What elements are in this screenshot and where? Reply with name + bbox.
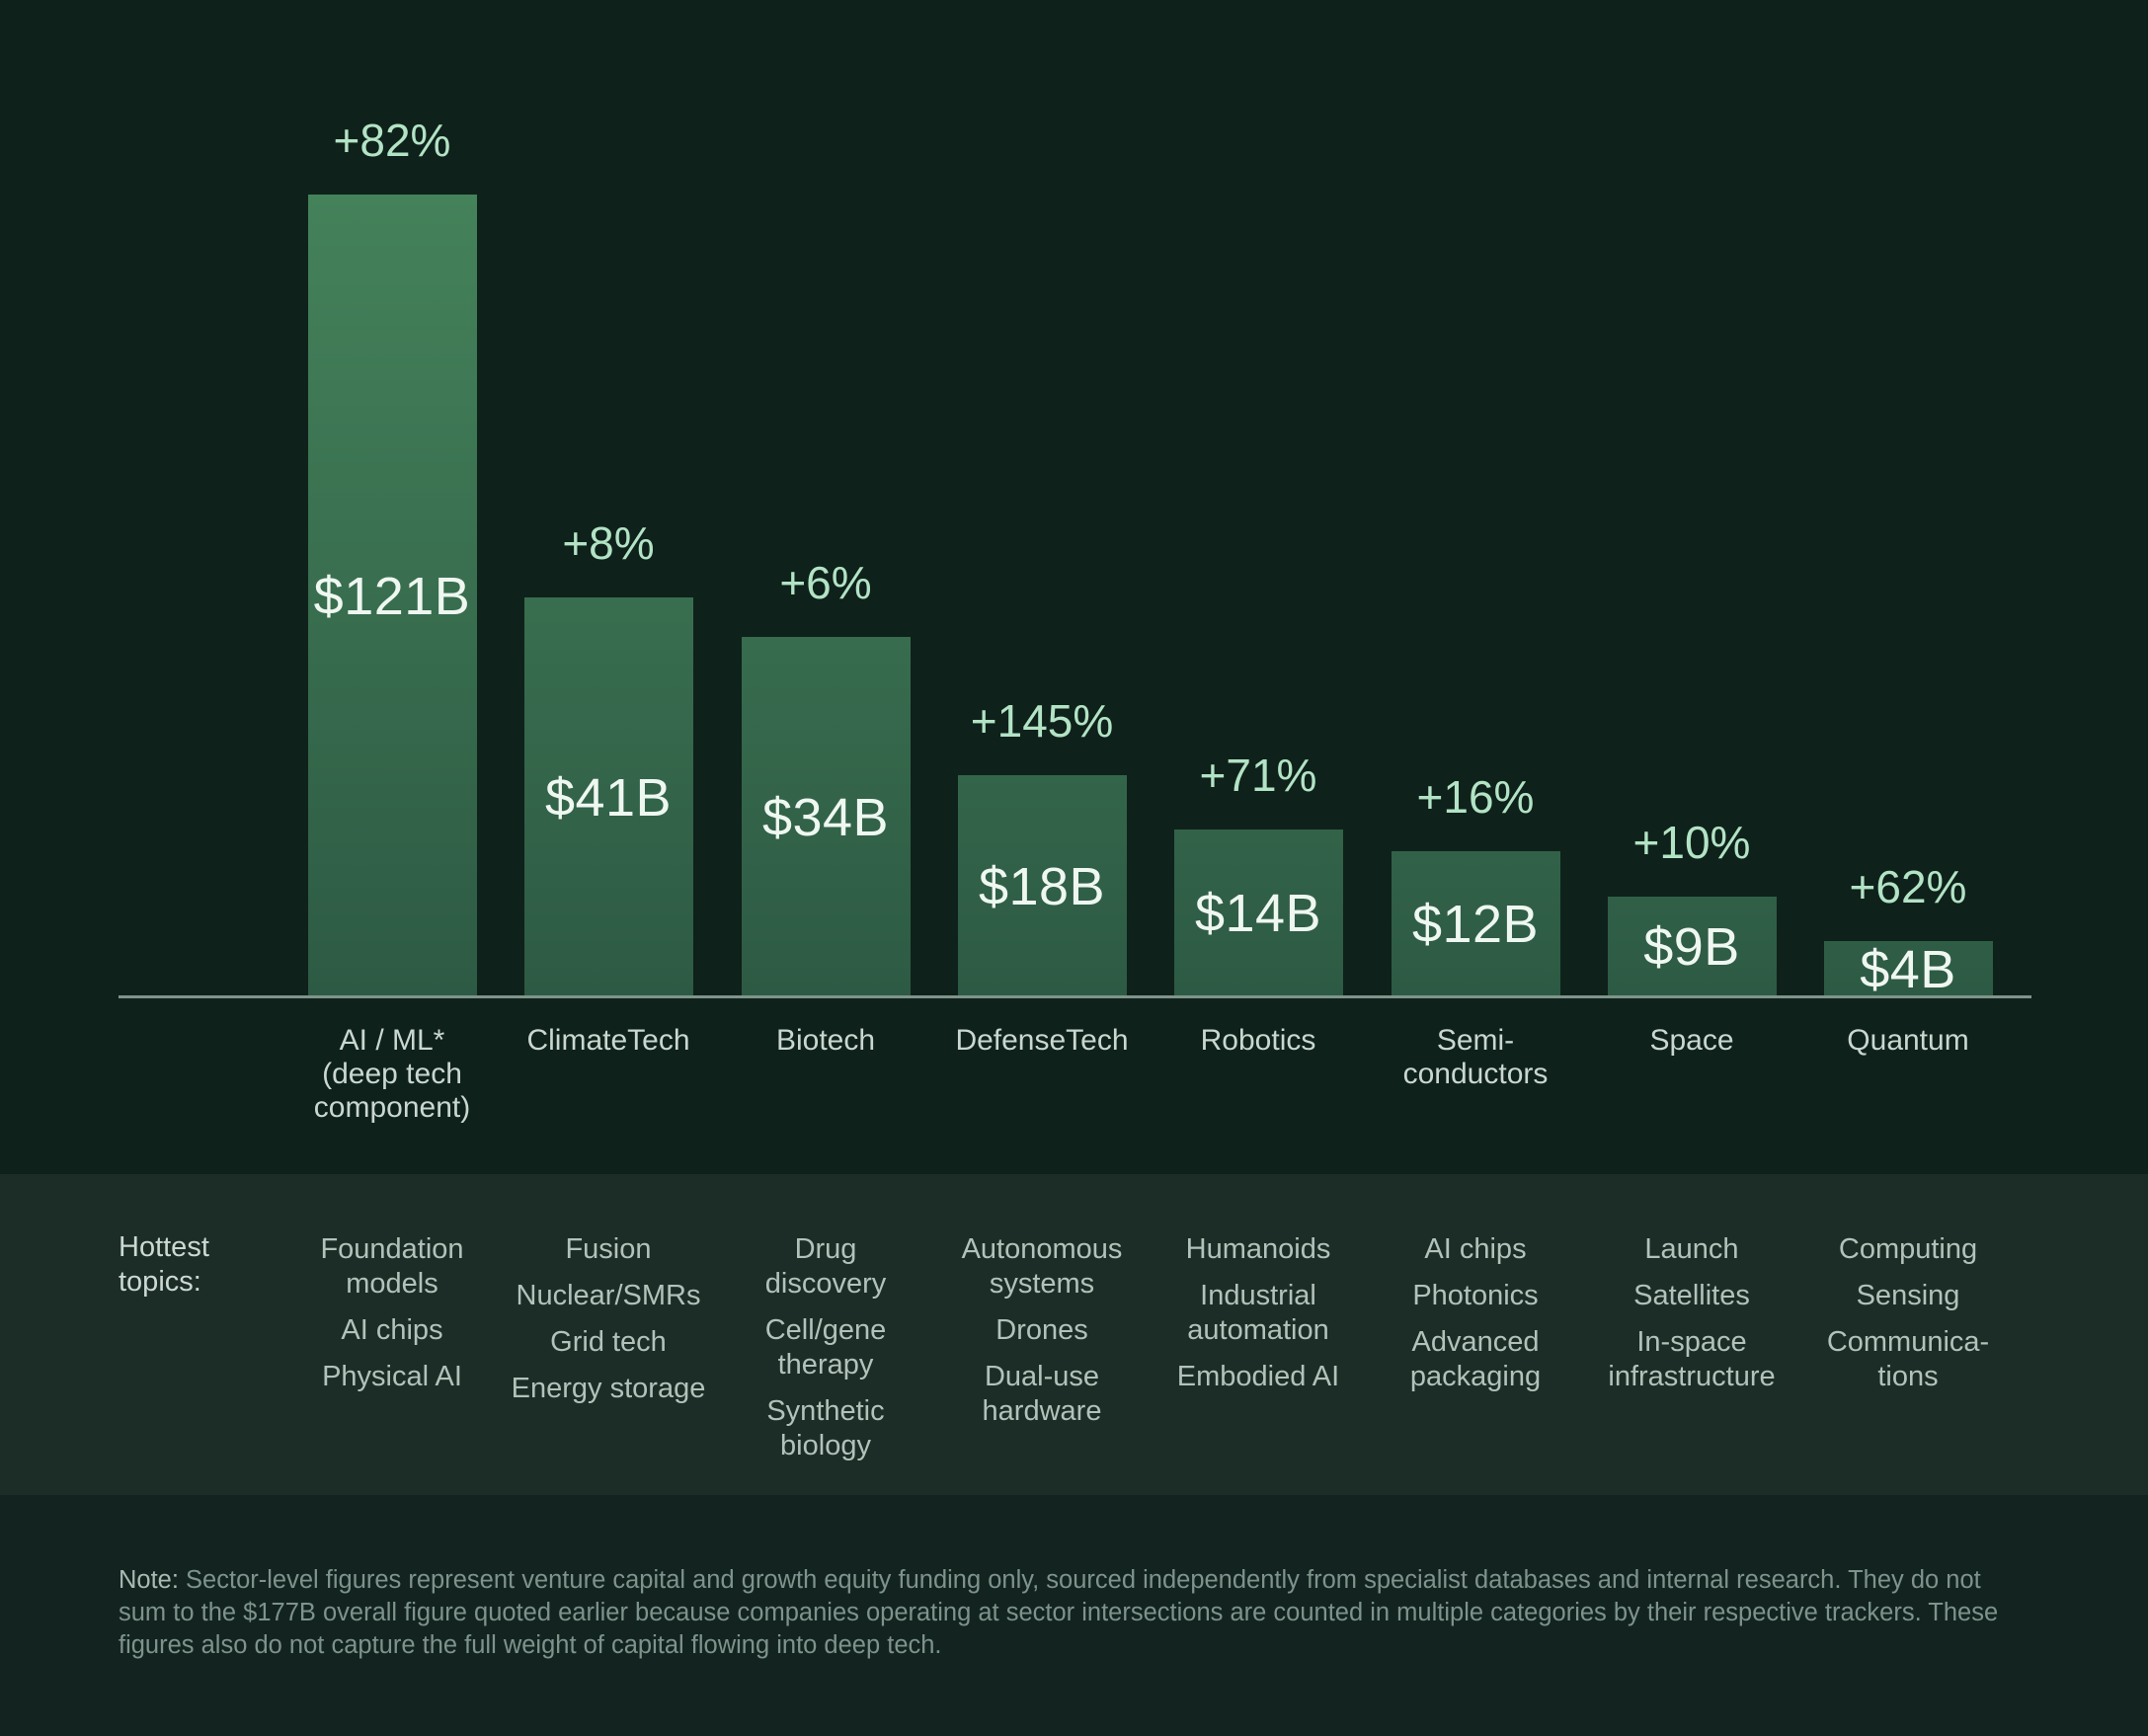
note-band (0, 1495, 2148, 1736)
growth-label: +145% (970, 695, 1114, 747)
topic-item: Sensing (1856, 1280, 1960, 1311)
category-label: Biotech (775, 1024, 876, 1057)
topic-item: Fusion (565, 1233, 652, 1265)
bar: $18B (957, 775, 1127, 997)
topic-item: Photonics (1412, 1280, 1539, 1311)
hottest-topics-band (0, 1174, 2148, 1495)
bar-value-label: $12B (1411, 895, 1540, 954)
bar: $34B (741, 637, 911, 997)
topic-item: Humanoids (1185, 1233, 1331, 1265)
topics-column: Humanoids Industrial automation Embodied A… (1145, 1232, 1372, 1406)
x-axis-baseline (119, 995, 2031, 998)
topic-item: Drug discovery (764, 1233, 887, 1300)
footnote-prefix: Note: (119, 1565, 179, 1594)
bar-value-label: $34B (761, 787, 890, 847)
topics-column: Fusion Nuclear/SMRs Grid tech Energy storag… (495, 1232, 722, 1418)
topic-item: Synthetic biology (766, 1395, 885, 1461)
growth-label: +16% (1416, 771, 1535, 823)
bar: $14B (1173, 829, 1343, 997)
topic-item: Physical AI (322, 1361, 462, 1392)
topics-column: Foundation models AI chips Physical AI (278, 1232, 506, 1406)
growth-label: +71% (1199, 750, 1317, 801)
topic-item: Dual-use hardware (982, 1361, 1102, 1427)
topics-column: Launch Satellites In-space infrastructure (1578, 1232, 1805, 1406)
topic-item: Launch (1644, 1233, 1739, 1265)
topic-item: AI chips (1424, 1233, 1527, 1265)
topic-item: Energy storage (511, 1373, 706, 1404)
topic-item: Communica- tions (1826, 1326, 1990, 1392)
topic-item: Advanced packaging (1409, 1326, 1542, 1392)
bar-value-label: $121B (313, 566, 471, 626)
bar-value-label: $9B (1643, 917, 1740, 977)
hottest-topics-heading: Hottest topics: (119, 1231, 209, 1298)
bar: $9B (1607, 897, 1777, 997)
topic-item: AI chips (341, 1314, 443, 1346)
topic-item: Embodied AI (1176, 1361, 1340, 1392)
topic-item: Drones (995, 1314, 1088, 1346)
topic-item: Computing (1838, 1233, 1978, 1265)
bar: $12B (1391, 851, 1560, 997)
footnote-body: Sector-level figures represent venture c… (119, 1565, 1999, 1659)
category-label: Robotics (1200, 1024, 1316, 1057)
category-label: Quantum (1847, 1024, 1969, 1057)
topic-item: Foundation models (320, 1233, 464, 1300)
topics-column: Computing Sensing Communica- tions (1794, 1232, 2022, 1406)
growth-label: +6% (779, 557, 872, 608)
bar: $121B (307, 195, 477, 997)
bar-value-label: $41B (544, 767, 673, 828)
growth-label: +62% (1849, 861, 1967, 912)
category-label: ClimateTech (526, 1024, 690, 1057)
topics-column: AI chips Photonics Advanced packaging (1362, 1232, 1589, 1406)
topic-item: Grid tech (550, 1326, 667, 1358)
topic-item: Cell/gene therapy (764, 1314, 887, 1381)
growth-label: +8% (562, 517, 655, 569)
topic-item: Autonomous systems (961, 1233, 1123, 1300)
bar-value-label: $4B (1860, 939, 1956, 999)
category-label: AI / ML* (deep tech component) (313, 1024, 471, 1124)
topic-item: Nuclear/SMRs (516, 1280, 701, 1311)
growth-label: +10% (1632, 817, 1751, 868)
category-label: DefenseTech (955, 1024, 1129, 1057)
footnote: Note: Sector-level figures represent ven… (119, 1564, 2025, 1662)
bar: $4B (1823, 939, 1993, 999)
bar-value-label: $18B (978, 856, 1106, 916)
topic-item: In-space infrastructure (1608, 1326, 1776, 1392)
category-label: Space (1649, 1024, 1734, 1057)
category-label: Semi- conductors (1402, 1024, 1549, 1090)
topics-column: Autonomous systems Drones Dual-use hardwar… (928, 1232, 1155, 1441)
topic-item: Industrial automation (1187, 1280, 1329, 1346)
topic-item: Satellites (1633, 1280, 1750, 1311)
topics-column: Drug discovery Cell/gene therapy Synthetic… (712, 1232, 939, 1475)
growth-label: +82% (333, 115, 451, 166)
bar: $41B (523, 597, 693, 997)
bar-value-label: $14B (1194, 884, 1322, 943)
